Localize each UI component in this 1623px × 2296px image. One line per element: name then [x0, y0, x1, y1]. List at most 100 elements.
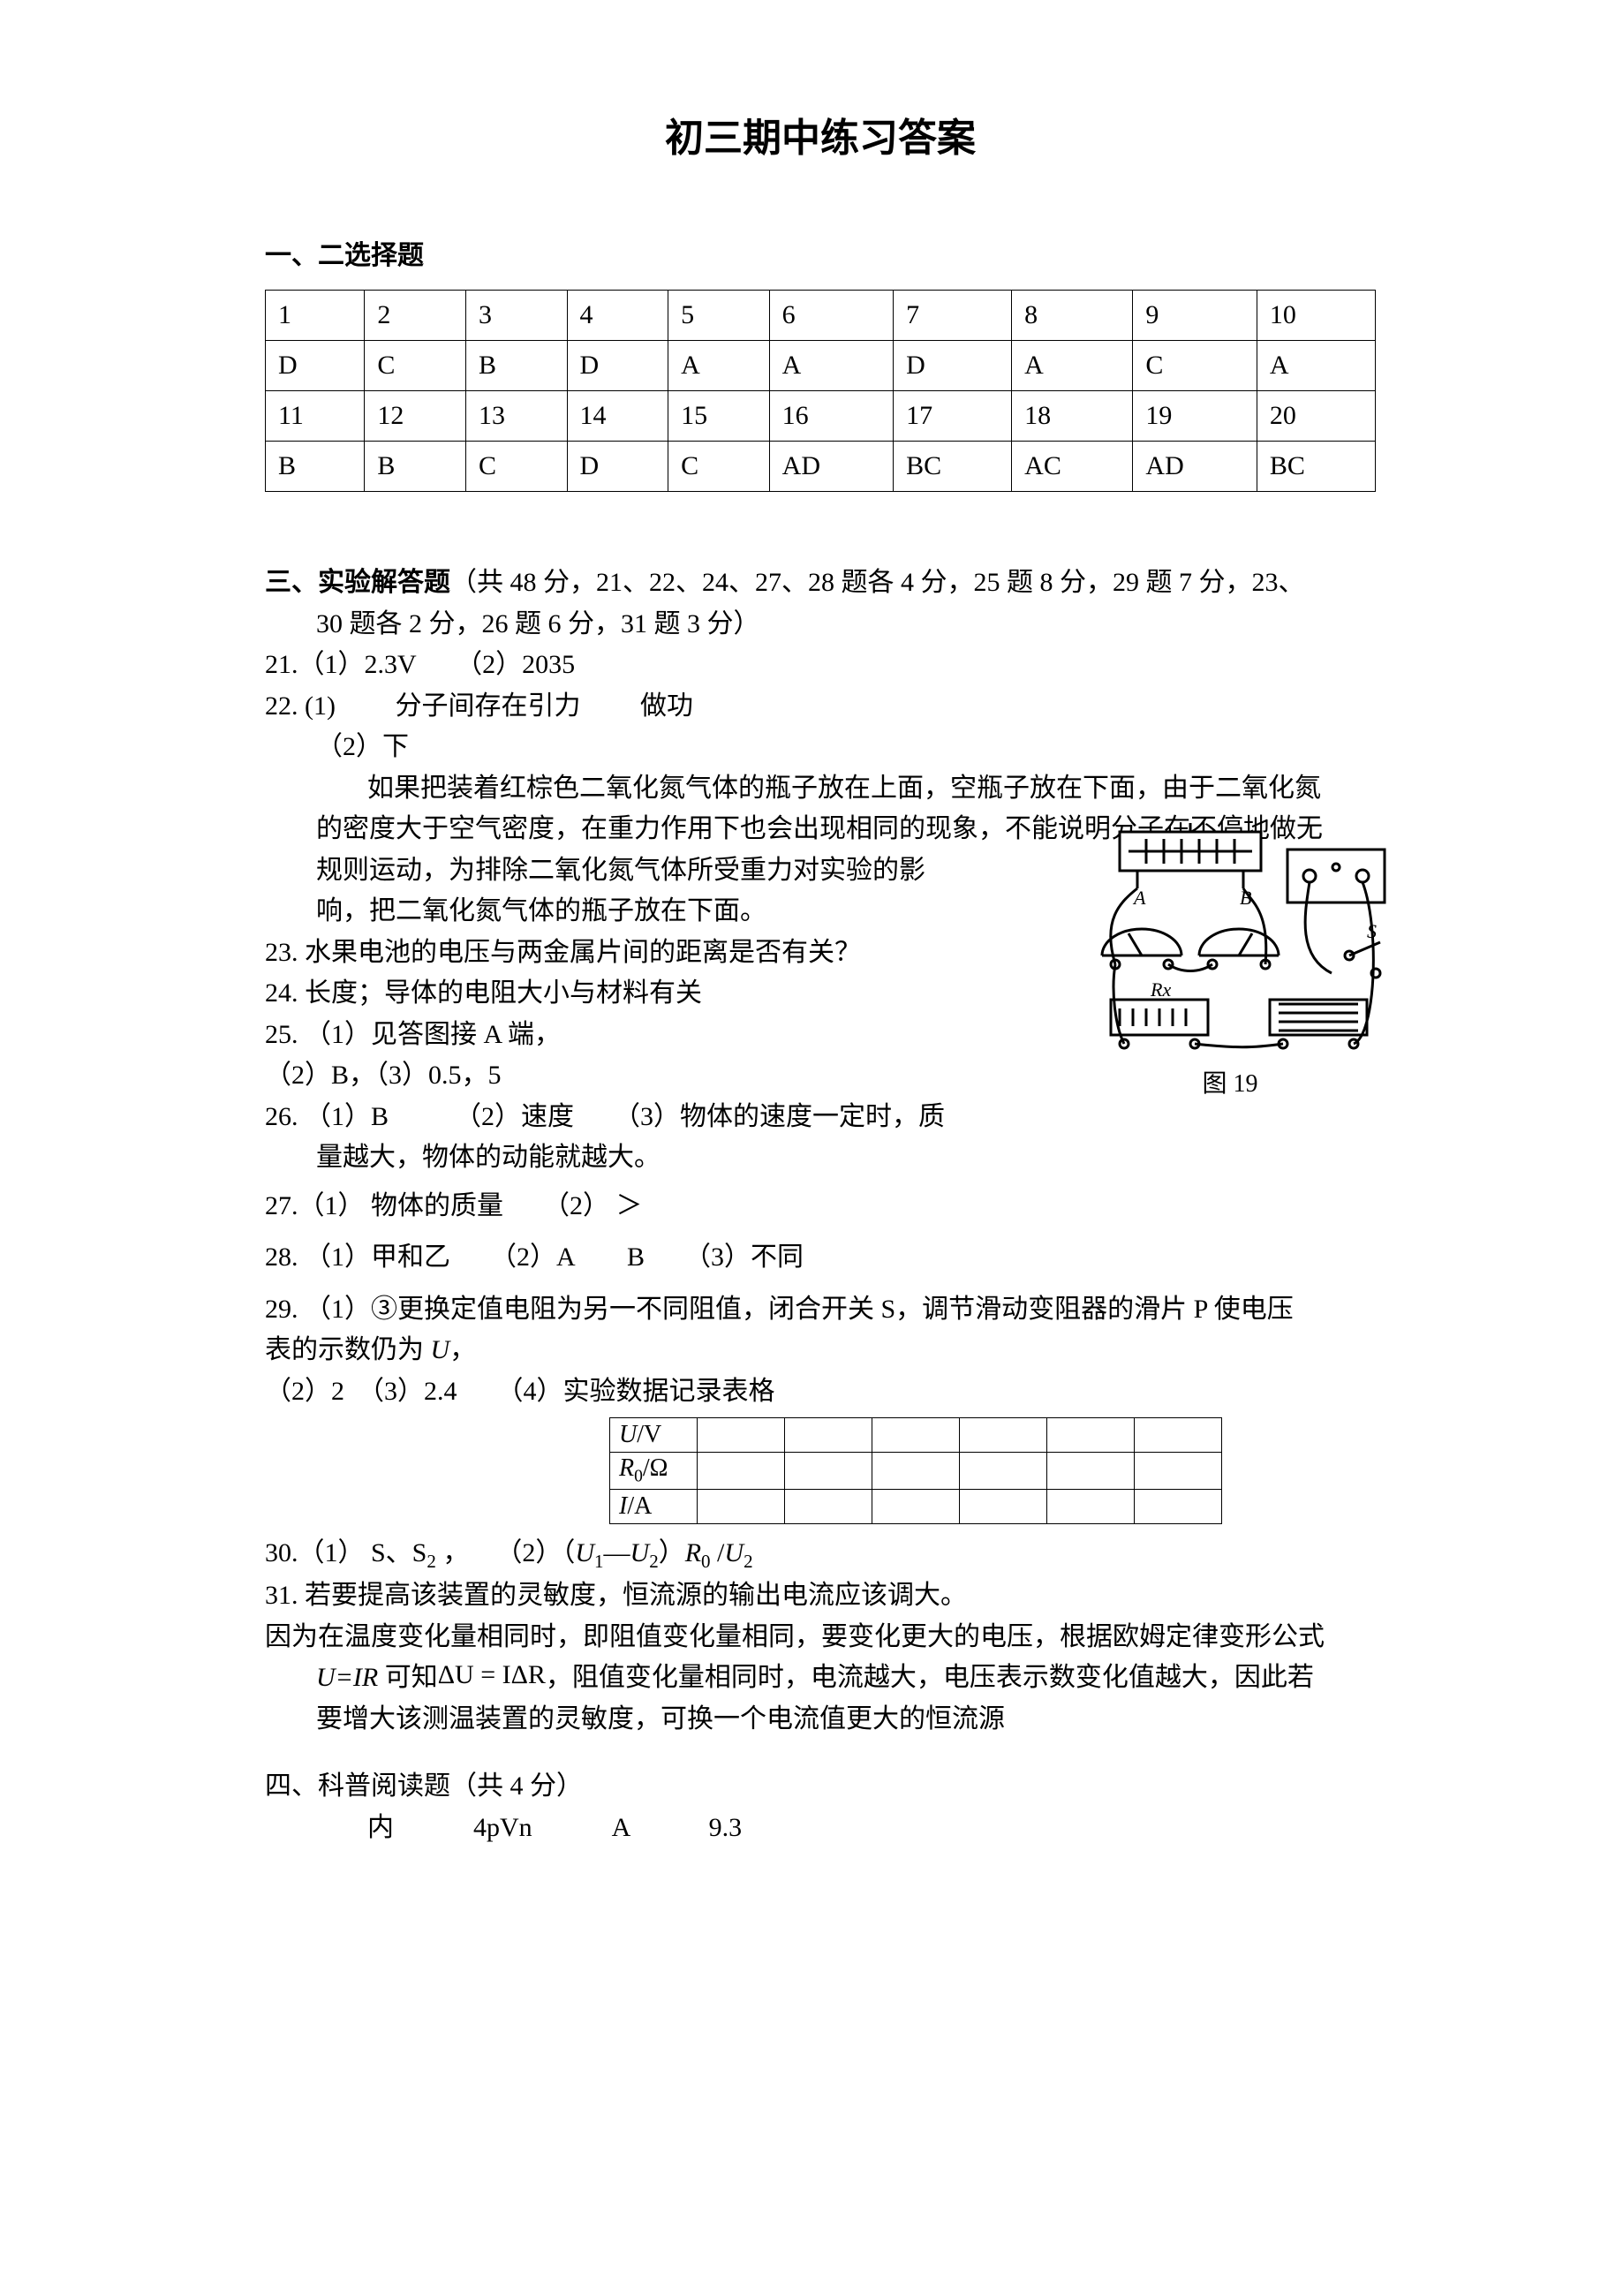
q29-l2: 表的示数仍为 U， — [265, 1330, 1376, 1371]
q26-l2: 量越大，物体的动能就越大。 — [265, 1137, 1376, 1179]
circuit-diagram-icon: A B Rx S — [1067, 823, 1393, 1053]
q22-l3: 如果把装着红棕色二氧化氮气体的瓶子放在上面，空瓶子放在下面，由于二氧化氮 — [265, 768, 1376, 810]
cell: 12 — [365, 391, 466, 442]
q30-1: 1 — [594, 1551, 604, 1572]
answers-table: 1 2 3 4 5 6 7 8 9 10 D C B D A A D A C A… — [265, 290, 1376, 492]
cell: 1 — [266, 291, 365, 341]
q21: 21.（1）2.3V （2）2035 — [265, 645, 1376, 686]
cell: B — [365, 442, 466, 492]
cell: 10 — [1257, 291, 1375, 341]
q30: 30.（1） S、S2 ， （2）（U1—U2）R0 /U2 — [265, 1533, 1376, 1576]
cell: 19 — [1133, 391, 1257, 442]
cell: 11 — [266, 391, 365, 442]
cell: 5 — [668, 291, 770, 341]
cell: C — [365, 341, 466, 391]
q29-l1: 29. （1）③更换定值电阻为另一不同阻值，闭合开关 S，调节滑动变阻器的滑片 … — [265, 1289, 1376, 1331]
cell: A — [668, 341, 770, 391]
cell: AD — [1133, 442, 1257, 492]
cell: 9 — [1133, 291, 1257, 341]
q31-l3c: ΔU = IΔR — [438, 1660, 546, 1689]
cell: U/V — [610, 1418, 698, 1453]
cell: C — [465, 442, 567, 492]
table-row: R0/Ω — [610, 1453, 1222, 1490]
q29-data-table: U/V R0/Ω I/A — [609, 1417, 1222, 1524]
table-row: U/V — [610, 1418, 1222, 1453]
label-s: S — [1367, 920, 1377, 942]
label-b: B — [1240, 887, 1251, 909]
cell: A — [1257, 341, 1375, 391]
q31-l3a: U=IR — [316, 1663, 378, 1692]
label-a: A — [1132, 887, 1146, 909]
cell: D — [567, 442, 668, 492]
q30-mid: ， （2）（ — [436, 1538, 576, 1567]
section3-heading-bold: 三、实验解答题 — [265, 568, 450, 597]
section3-heading: 三、实验解答题（共 48 分，21、22、24、27、28 题各 4 分，25 … — [265, 563, 1376, 604]
q30-a: 30.（1） S、S — [265, 1538, 427, 1567]
section4-heading: 四、科普阅读题（共 4 分） — [265, 1766, 1376, 1808]
q30-u2: U — [630, 1538, 650, 1567]
section4-line: 内 4pVn A 9.3 — [265, 1808, 1376, 1849]
q30-paren: ） — [659, 1538, 685, 1567]
section3-heading-b: 30 题各 2 分，26 题 6 分，31 题 3 分） — [265, 604, 1376, 646]
circuit-figure: A B Rx S 图 19 — [1067, 823, 1393, 1099]
label-rx: Rx — [1150, 978, 1171, 1001]
q30-2: 2 — [649, 1551, 659, 1572]
cell: I/A — [610, 1489, 698, 1523]
cell: 2 — [365, 291, 466, 341]
table-row: D C B D A A D A C A — [266, 341, 1376, 391]
q30-slash: / — [711, 1538, 725, 1567]
q29-l2c: ， — [449, 1335, 476, 1364]
page-title: 初三期中练习答案 — [265, 106, 1376, 162]
cell: 13 — [465, 391, 567, 442]
cell: C — [668, 442, 770, 492]
q29-l2a: 表的示数仍为 — [265, 1335, 431, 1364]
q30-r: R — [685, 1538, 701, 1567]
cell: AC — [1012, 442, 1133, 492]
cell: D — [894, 341, 1012, 391]
cell: BC — [894, 442, 1012, 492]
q31-l3d: ，阻值变化量相同时，电流越大，电压表示数变化值越大，因此若 — [546, 1663, 1314, 1692]
table-row: B B C D C AD BC AC AD BC — [266, 442, 1376, 492]
q26-l1: 26. （1）B （2）速度 （3）物体的速度一定时，质 — [265, 1097, 1376, 1138]
table-row: I/A — [610, 1489, 1222, 1523]
q30-u1: U — [575, 1538, 594, 1567]
cell: BC — [1257, 442, 1375, 492]
cell: R0/Ω — [610, 1453, 698, 1490]
cell: 16 — [769, 391, 893, 442]
q31-l3b: 可知 — [378, 1663, 438, 1692]
cell: 3 — [465, 291, 567, 341]
cell: 15 — [668, 391, 770, 442]
cell: 8 — [1012, 291, 1133, 341]
q31-l1: 31. 若要提高该装置的灵敏度，恒流源的输出电流应该调大。 — [265, 1575, 1376, 1617]
q30-s2: 2 — [427, 1551, 436, 1572]
cell: D — [266, 341, 365, 391]
cell: B — [266, 442, 365, 492]
cell: 17 — [894, 391, 1012, 442]
q31-l4: 要增大该测温装置的灵敏度，可换一个电流值更大的恒流源 — [265, 1699, 1376, 1741]
q29-u: U — [431, 1335, 450, 1364]
q30-dash: — — [604, 1538, 630, 1567]
cell: 4 — [567, 291, 668, 341]
table-row: 1 2 3 4 5 6 7 8 9 10 — [266, 291, 1376, 341]
cell: 6 — [769, 291, 893, 341]
q29-l3: （2）2 （3）2.4 （4）实验数据记录表格 — [265, 1371, 1376, 1413]
table-row: 11 12 13 14 15 16 17 18 19 20 — [266, 391, 1376, 442]
q31-l2: 因为在温度变化量相同时，即阻值变化量相同，要变化更大的电压，根据欧姆定律变形公式 — [265, 1617, 1376, 1658]
cell: 20 — [1257, 391, 1375, 442]
figure-caption: 图 19 — [1067, 1064, 1393, 1099]
q27: 27.（1） 物体的质量 （2） ＞ — [265, 1186, 1376, 1227]
q28: 28. （1）甲和乙 （2）A B （3）不同 — [265, 1237, 1376, 1279]
cell: 7 — [894, 291, 1012, 341]
cell: A — [1012, 341, 1133, 391]
section3-heading-rest-a: （共 48 分，21、22、24、27、28 题各 4 分，25 题 8 分，2… — [450, 568, 1305, 597]
q30-u2b: U — [724, 1538, 744, 1567]
cell: C — [1133, 341, 1257, 391]
q30-0: 0 — [701, 1551, 711, 1572]
q22-l2: （2）下 — [265, 727, 1376, 768]
cell: D — [567, 341, 668, 391]
cell: A — [769, 341, 893, 391]
q22-l1: 22. (1) 分子间存在引力 做功 — [265, 686, 1376, 728]
section1-heading: 一、二选择题 — [265, 233, 1376, 272]
q31-l3: U=IR 可知ΔU = IΔR，阻值变化量相同时，电流越大，电压表示数变化值越大… — [265, 1658, 1376, 1699]
cell: 18 — [1012, 391, 1133, 442]
